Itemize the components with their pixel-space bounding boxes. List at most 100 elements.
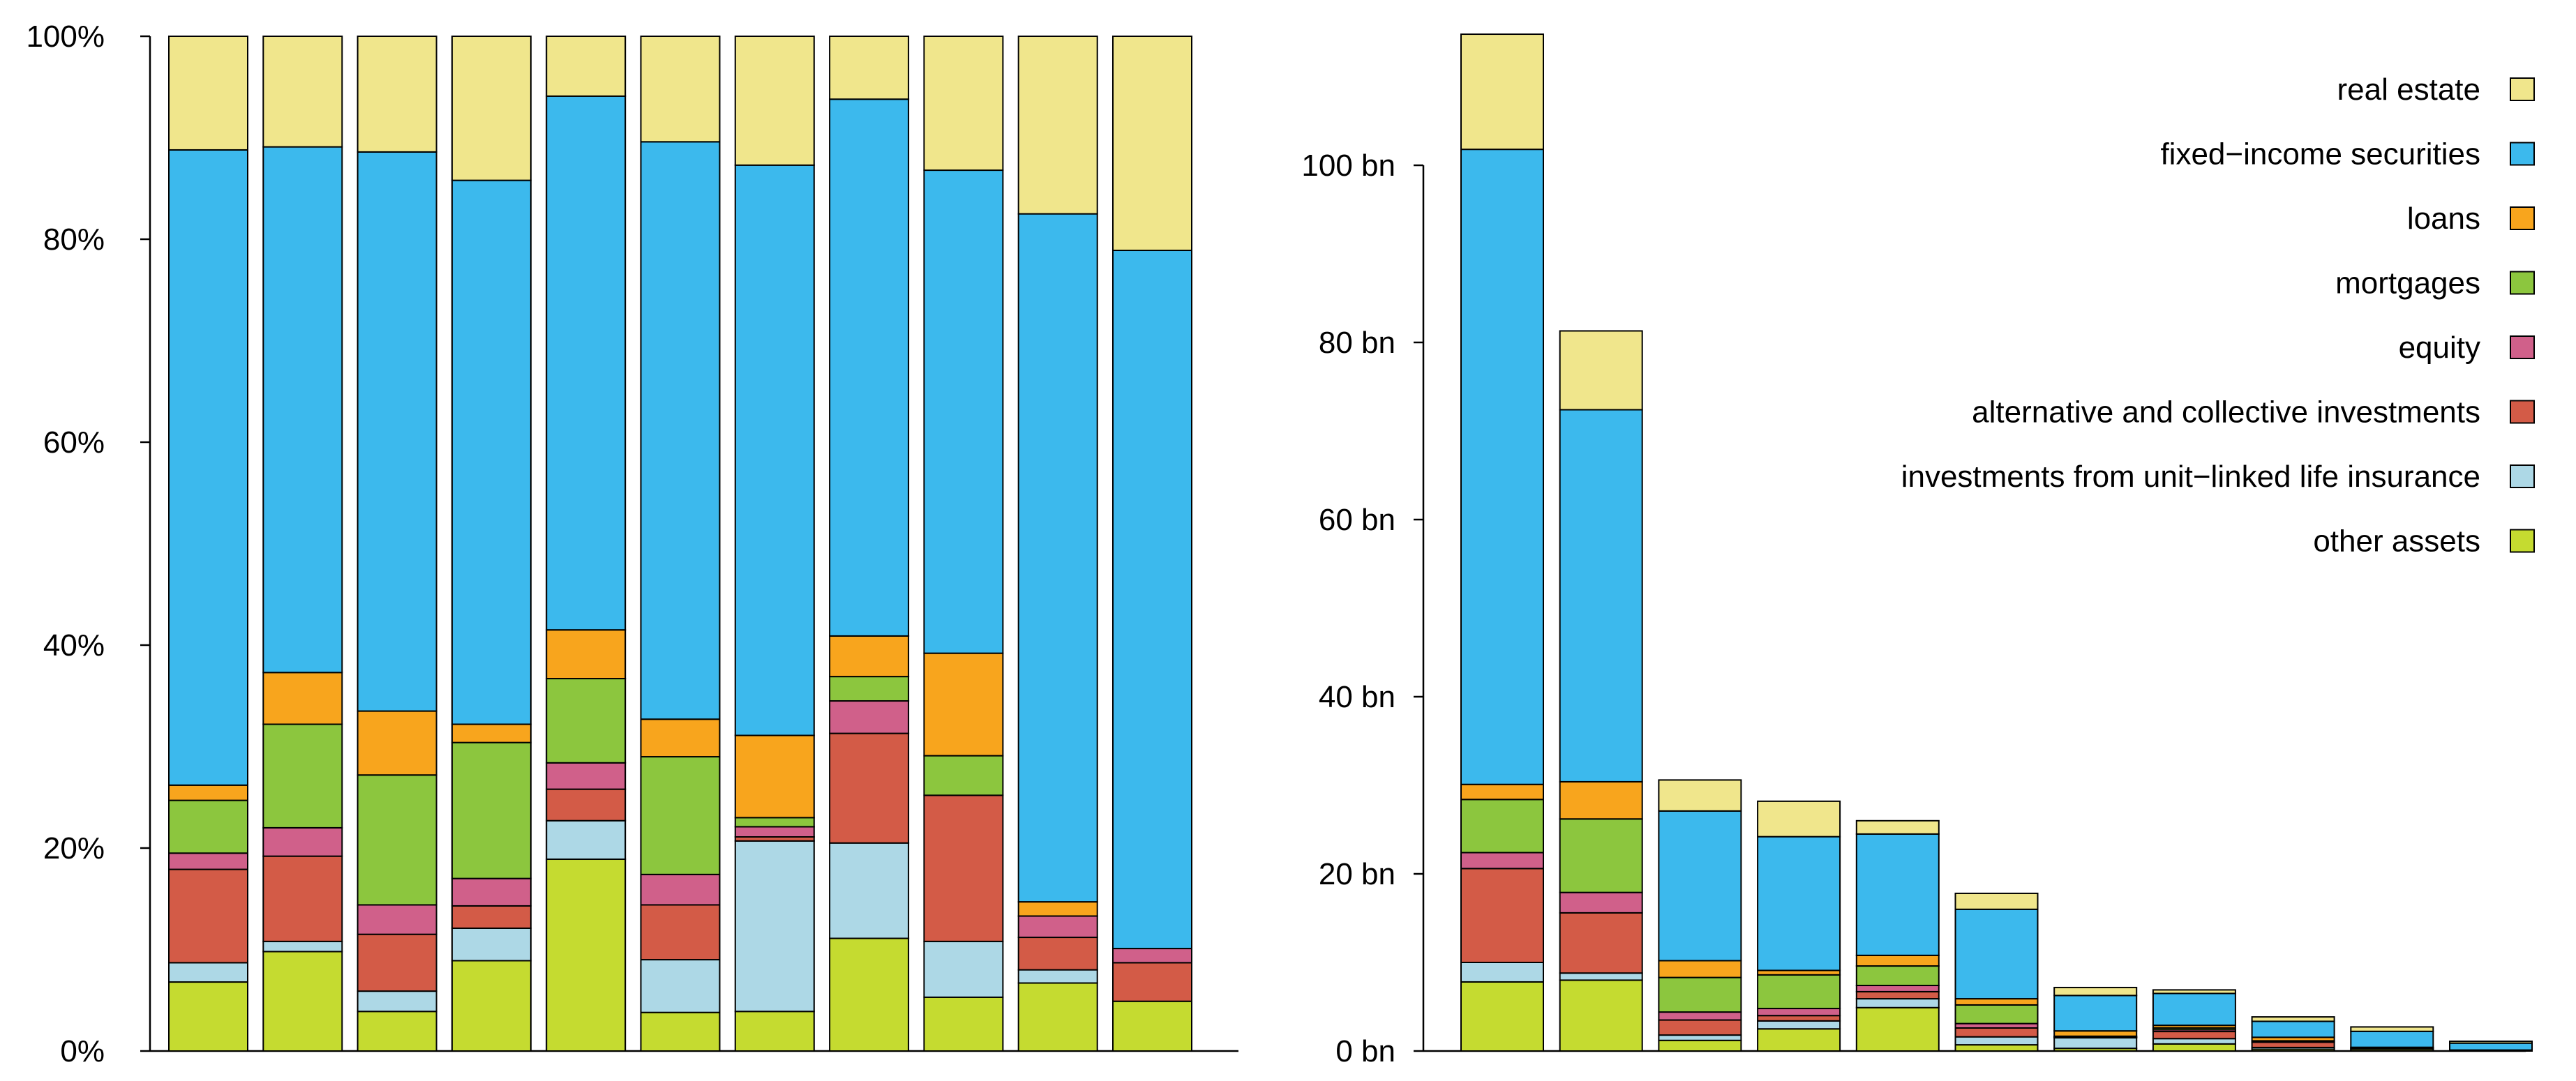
bar-segment-fixed-income-securities: [357, 151, 437, 712]
bar-segment-fixed-income-securities: [923, 169, 1004, 654]
bar-segment-equity: [1658, 1011, 1742, 1021]
bar-segment-fixed-income-securities: [2251, 1020, 2335, 1038]
bar-segment-loans: [168, 784, 248, 801]
legend-label-fixed-income-securities: fixed−income securities: [2160, 137, 2480, 172]
bar-segment-real-estate: [2449, 1041, 2533, 1044]
bar-segment-alternative-and-collective-investments: [2152, 1031, 2236, 1040]
bar-segment-equity: [640, 873, 721, 906]
bar-stack-1: [1460, 33, 1544, 1052]
bar-segment-real-estate: [1855, 819, 1940, 835]
bar-segment-fixed-income-securities: [451, 179, 532, 725]
bar-stack-8: [2152, 989, 2236, 1052]
bar-segment-loans: [829, 635, 910, 678]
bar-stack-10: [1017, 36, 1098, 1052]
bar-segment-fixed-income-securities: [1559, 409, 1643, 783]
bar-segment-loans: [1658, 960, 1742, 978]
bar-segment-equity: [829, 700, 910, 734]
bar-stack-5: [546, 36, 627, 1052]
bar-segment-equity: [1460, 852, 1544, 870]
y-tick-label: 0 bn: [1335, 1034, 1395, 1068]
legend-swatch-mortgages: [2510, 271, 2535, 295]
legend-swatch-investments-from-unit-linked-life-insurance: [2510, 464, 2535, 488]
bar-segment-real-estate: [829, 36, 910, 100]
bar-segment-fixed-income-securities: [1017, 213, 1098, 903]
bar-segment-mortgages: [734, 817, 815, 828]
bar-segment-alternative-and-collective-investments: [1757, 1015, 1841, 1022]
bar-segment-fixed-income-securities: [2350, 1030, 2434, 1048]
bar-stack-8: [829, 36, 910, 1052]
bar-segment-other-assets: [1658, 1039, 1742, 1052]
bar-segment-alternative-and-collective-investments: [357, 933, 437, 992]
bar-segment-alternative-and-collective-investments: [829, 732, 910, 844]
bar-segment-equity: [357, 904, 437, 935]
legend-label-alternative-and-collective-investments: alternative and collective investments: [1972, 395, 2480, 430]
y-tick-label: 40%: [43, 628, 105, 663]
bar-segment-loans: [1460, 783, 1544, 801]
bar-segment-mortgages: [357, 774, 437, 906]
bar-segment-real-estate: [1559, 330, 1643, 411]
bar-segment-other-assets: [1112, 1000, 1192, 1052]
bar-segment-other-assets: [640, 1011, 721, 1052]
y-tick-label: 60%: [43, 425, 105, 460]
y-tick-label: 20 bn: [1319, 857, 1395, 891]
bar-segment-fixed-income-securities: [1112, 250, 1192, 950]
y-tick-label: 60 bn: [1319, 503, 1395, 537]
bar-segment-fixed-income-securities: [829, 98, 910, 637]
bar-segment-alternative-and-collective-investments: [2251, 1041, 2335, 1048]
bar-segment-investments-from-unit-linked-life-insurance: [168, 962, 248, 983]
bar-segment-mortgages: [1855, 965, 1940, 987]
bar-segment-mortgages: [1460, 799, 1544, 854]
bar-segment-mortgages: [451, 741, 532, 879]
bar-segment-real-estate: [1658, 779, 1742, 812]
bar-segment-investments-from-unit-linked-life-insurance: [923, 940, 1004, 998]
bar-segment-mortgages: [640, 756, 721, 875]
bar-segment-fixed-income-securities: [640, 141, 721, 720]
y-tick-label: 80%: [43, 222, 105, 257]
bar-segment-mortgages: [1954, 1004, 2039, 1025]
legend-label-real-estate: real estate: [2337, 73, 2480, 107]
bar-segment-mortgages: [1757, 974, 1841, 1010]
legend-swatch-fixed-income-securities: [2510, 142, 2535, 166]
bar-segment-alternative-and-collective-investments: [262, 855, 343, 942]
y-tick-label: 100 bn: [1301, 149, 1395, 183]
bar-segment-alternative-and-collective-investments: [1017, 937, 1098, 971]
bar-segment-alternative-and-collective-investments: [451, 905, 532, 929]
bar-segment-equity: [1855, 985, 1940, 992]
bar-segment-real-estate: [1460, 33, 1544, 151]
bar-segment-other-assets: [923, 996, 1004, 1052]
bar-segment-loans: [1017, 901, 1098, 917]
bar-segment-investments-from-unit-linked-life-insurance: [546, 819, 627, 861]
bar-segment-investments-from-unit-linked-life-insurance: [829, 842, 910, 939]
bar-segment-investments-from-unit-linked-life-insurance: [1658, 1034, 1742, 1041]
bar-stack-1: [168, 36, 248, 1052]
bar-segment-real-estate: [168, 36, 248, 151]
bar-segment-alternative-and-collective-investments: [1460, 868, 1544, 963]
bar-segment-real-estate: [734, 36, 815, 166]
bar-segment-other-assets: [262, 951, 343, 1052]
bar-segment-real-estate: [451, 36, 532, 181]
legend-label-investments-from-unit-linked-life-insurance: investments from unit−linked life insura…: [1901, 460, 2480, 494]
bar-segment-loans: [1855, 954, 1940, 967]
bar-stack-2: [262, 36, 343, 1052]
bar-segment-equity: [451, 877, 532, 907]
bar-segment-other-assets: [1855, 1006, 1940, 1052]
bar-segment-real-estate: [1757, 800, 1841, 838]
bar-segment-alternative-and-collective-investments: [1559, 912, 1643, 974]
bar-segment-alternative-and-collective-investments: [640, 904, 721, 961]
bar-segment-other-assets: [357, 1011, 437, 1052]
bar-segment-real-estate: [2251, 1016, 2335, 1022]
bar-segment-real-estate: [1017, 36, 1098, 215]
bar-segment-alternative-and-collective-investments: [1855, 990, 1940, 1000]
bar-segment-alternative-and-collective-investments: [923, 794, 1004, 942]
bar-segment-real-estate: [640, 36, 721, 143]
bar-segment-real-estate: [357, 36, 437, 153]
bar-segment-equity: [1112, 948, 1192, 964]
bar-segment-fixed-income-securities: [2152, 992, 2236, 1027]
bar-segment-other-assets: [734, 1011, 815, 1052]
bar-segment-equity: [1559, 891, 1643, 914]
bar-segment-loans: [640, 718, 721, 758]
bar-segment-real-estate: [1954, 892, 2039, 910]
bar-segment-fixed-income-securities: [2053, 995, 2138, 1032]
